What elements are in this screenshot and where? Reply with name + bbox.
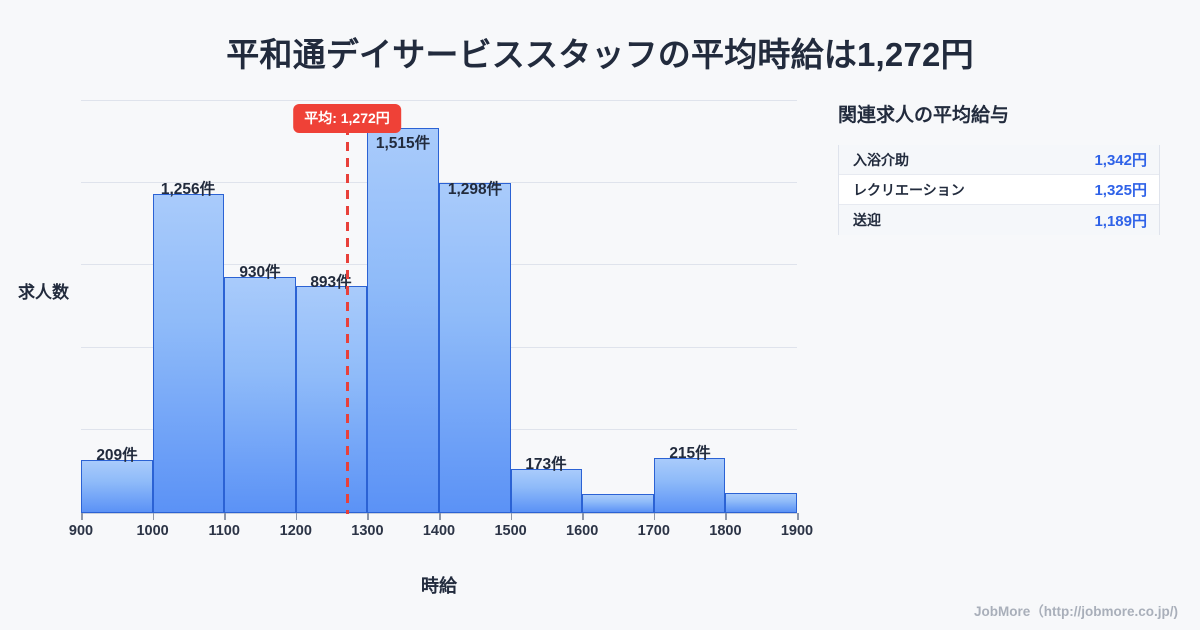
bar-value-label: 209件 [96,447,138,464]
histogram-chart: 209件 1,256件 930件 893件 1,515件 1,298件 173件… [18,96,814,596]
list-item[interactable]: レクリエーション 1,325円 [839,175,1159,205]
page-title: 平和通デイサービススタッフの平均時給は1,272円 [226,36,974,73]
gridline [81,182,797,183]
list-item-value: 1,342円 [1094,152,1147,169]
x-tick [582,513,584,520]
x-tick [81,513,83,520]
bar-1700-1800[interactable] [653,458,726,513]
x-axis-label: 時給 [421,576,457,596]
x-tick-label: 1400 [422,523,456,539]
x-tick [224,513,226,520]
bar-value-label: 930件 [239,264,281,281]
x-tick [295,513,298,520]
x-tick-label: 1800 [709,523,742,539]
x-tick-label: 1700 [637,523,670,539]
bar-1200-1300[interactable] [295,285,368,513]
plot-area [81,96,797,513]
related-jobs-list: 入浴介助 1,342円 レクリエーション 1,325円 送迎 1,189円 [838,145,1160,235]
list-item-label: 入浴介助 [853,151,909,168]
bar-900-1000[interactable] [81,459,153,513]
bar-1000-1100[interactable] [152,193,225,513]
x-tick-label: 1000 [136,523,169,539]
x-tick-label: 1600 [566,523,599,539]
list-item-label: 送迎 [853,212,881,228]
list-item[interactable]: 送迎 1,189円 [839,205,1159,235]
bar-1100-1200[interactable] [224,276,296,513]
list-item-value: 1,325円 [1094,182,1147,199]
bar-value-label: 215件 [669,445,711,462]
bar-value-label: 1,256件 [160,181,216,198]
average-badge: 平均: 1,272円 [293,104,401,133]
x-tick [653,513,656,520]
bar-value-label: 1,515件 [375,135,431,152]
source-attribution: JobMore（http://jobmore.co.jp/) [974,604,1178,619]
x-tick [510,513,513,520]
bar-1400-1500[interactable] [439,182,511,513]
bar-value-label: 893件 [310,274,352,291]
x-tick-label: 1200 [279,523,312,539]
list-item-value: 1,189円 [1094,212,1147,230]
x-tick [367,513,369,520]
x-tick-label: 1900 [780,523,814,539]
x-tick [797,513,799,520]
gridline [81,100,797,101]
list-item[interactable]: 入浴介助 1,342円 [839,145,1159,175]
bar-value-label: 1,298件 [447,181,503,198]
bar-1600-1700[interactable] [582,493,654,513]
bar-1800-1900[interactable] [725,493,797,513]
related-jobs-title: 関連求人の平均給与 [838,105,1010,126]
x-tick [439,513,441,520]
x-tick-label: 1300 [351,523,384,539]
y-axis-label: 求人数 [18,283,69,302]
related-jobs-panel: 関連求人の平均給与 入浴介助 1,342円 レクリエーション 1,325円 送迎… [838,100,1168,235]
x-tick-label: 1100 [208,523,240,539]
x-tick-label: 1500 [494,523,527,539]
x-tick [152,513,155,520]
bar-1500-1600[interactable] [510,469,583,513]
bar-value-label: 173件 [525,456,567,473]
average-line [346,126,349,514]
x-tick-label: 900 [68,523,94,539]
bar-1300-1400[interactable] [367,127,439,513]
x-tick [725,513,727,520]
list-item-label: レクリエーション [853,181,965,198]
